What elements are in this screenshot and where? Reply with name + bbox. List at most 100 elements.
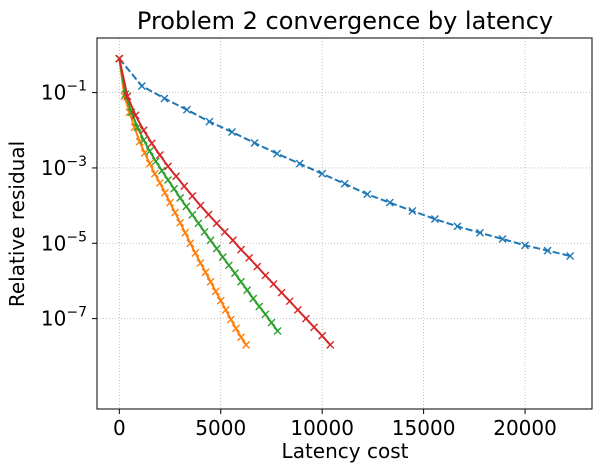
- data-point: [145, 147, 154, 156]
- x-tick-label: 20000: [493, 416, 557, 440]
- data-point: [206, 236, 215, 245]
- y-tick-label: 10−1: [41, 79, 87, 105]
- data-point: [182, 105, 191, 114]
- series-1: [115, 54, 575, 260]
- series-3: [115, 54, 282, 335]
- data-point: [255, 302, 264, 311]
- data-point: [273, 326, 282, 335]
- data-point: [196, 258, 205, 267]
- data-point: [253, 262, 262, 271]
- data-point: [196, 201, 205, 210]
- plot-frame: [96, 37, 593, 410]
- data-point: [301, 314, 310, 323]
- data-point: [137, 81, 146, 90]
- data-point: [220, 227, 229, 236]
- data-point: [160, 94, 169, 103]
- data-point: [172, 172, 181, 181]
- data-point: [176, 193, 185, 202]
- data-point: [340, 179, 349, 188]
- data-point: [188, 191, 197, 200]
- x-tick-label: 15000: [392, 416, 456, 440]
- data-point: [186, 239, 195, 248]
- data-point: [131, 111, 140, 120]
- axis-ticks: 0 5000 10000 15000 20000 10−1 10−3 10−5 10−7: [41, 79, 557, 440]
- chart-title: Problem 2 convergence by latency: [137, 7, 553, 35]
- data-point: [176, 218, 185, 227]
- x-tick-label: 10000: [290, 416, 354, 440]
- data-point: [408, 206, 417, 215]
- data-point: [157, 166, 166, 175]
- series-layer: [115, 54, 575, 349]
- data-point: [310, 323, 319, 332]
- data-point: [218, 253, 227, 262]
- data-point: [150, 169, 159, 178]
- data-point: [566, 251, 575, 260]
- series-4: [115, 54, 335, 349]
- data-point: [237, 277, 246, 286]
- data-point: [363, 190, 372, 199]
- x-axis-label: Latency cost: [282, 439, 409, 463]
- data-point: [139, 126, 148, 135]
- data-point: [170, 184, 179, 193]
- data-point: [243, 286, 252, 295]
- data-point: [115, 54, 124, 63]
- data-point: [182, 202, 191, 211]
- data-point: [293, 305, 302, 314]
- data-point: [242, 340, 251, 349]
- y-tick-label: 10−7: [41, 305, 87, 331]
- y-axis-label: Relative residual: [5, 141, 29, 307]
- data-point: [269, 279, 278, 288]
- data-point: [206, 277, 215, 286]
- data-point: [237, 333, 246, 342]
- data-point: [164, 162, 172, 171]
- data-point: [139, 136, 148, 145]
- data-point: [277, 288, 286, 297]
- data-point: [267, 318, 276, 327]
- data-point: [543, 246, 552, 255]
- data-point: [171, 208, 180, 217]
- data-point: [200, 227, 209, 236]
- data-point: [318, 331, 327, 340]
- data-point: [250, 138, 259, 147]
- data-point: [228, 128, 237, 136]
- data-point: [475, 228, 484, 237]
- x-tick-label: 5000: [195, 416, 246, 440]
- data-point: [140, 148, 149, 157]
- data-point: [212, 244, 221, 253]
- data-point: [498, 234, 507, 243]
- x-tick-label: 0: [113, 416, 126, 440]
- data-point: [221, 305, 230, 314]
- data-point: [166, 198, 175, 207]
- data-point: [123, 92, 132, 101]
- grid: [97, 38, 592, 409]
- data-point: [151, 157, 160, 166]
- data-point: [155, 151, 164, 160]
- data-point: [155, 178, 164, 187]
- data-point: [237, 245, 246, 254]
- data-point: [261, 271, 270, 280]
- data-point: [318, 169, 327, 178]
- data-point: [521, 241, 530, 250]
- data-point: [212, 219, 221, 228]
- data-point: [204, 210, 213, 219]
- data-point: [261, 310, 270, 319]
- data-point: [226, 315, 235, 324]
- data-point: [180, 182, 189, 191]
- data-point: [385, 198, 394, 207]
- data-point: [231, 324, 240, 333]
- data-point: [228, 236, 237, 245]
- data-point: [285, 297, 294, 306]
- data-point: [188, 210, 197, 219]
- data-point: [245, 253, 254, 262]
- data-point: [205, 117, 214, 126]
- data-point: [295, 159, 304, 168]
- series-line: [118, 57, 571, 257]
- data-point: [211, 287, 220, 296]
- data-point: [430, 215, 439, 224]
- series-line: [118, 58, 332, 346]
- data-point: [230, 269, 239, 278]
- data-point: [191, 249, 200, 258]
- data-point: [453, 222, 462, 231]
- data-point: [194, 219, 203, 228]
